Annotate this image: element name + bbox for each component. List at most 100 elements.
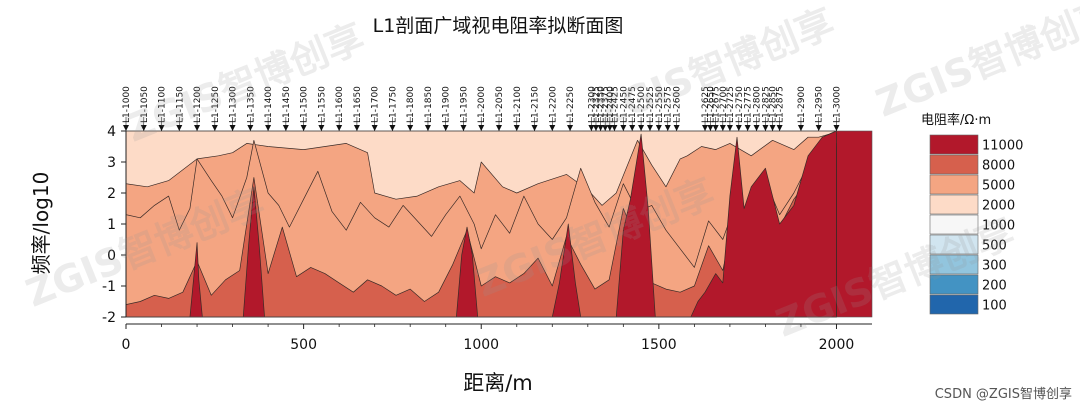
station-triangle-icon <box>300 125 307 131</box>
watermark-text: ZGIS智博创享 <box>120 15 370 150</box>
y-tick-label: 2 <box>107 186 116 202</box>
station-triangle-icon <box>588 125 595 131</box>
legend-swatch <box>929 194 979 215</box>
station-label: L1-2425 <box>610 86 620 123</box>
station-triangle-icon <box>567 125 574 131</box>
station-label: L1-2850 <box>769 86 779 123</box>
station-marker: L1-2625 <box>701 86 711 131</box>
plot-area <box>125 130 873 318</box>
x-axis: 0 500 1000 1500 2000 <box>122 323 872 353</box>
station-marker: L1-2550 <box>655 86 665 131</box>
station-marker: L1-1300 <box>229 86 239 131</box>
station-label: L1-1750 <box>388 86 398 123</box>
legend-label: 8000 <box>982 159 1015 174</box>
station-triangle-icon <box>629 125 636 131</box>
x-tick-label: 500 <box>290 337 317 353</box>
station-marker: L1-2450 <box>619 86 629 131</box>
band-tail-11000 <box>836 131 872 317</box>
legend-swatch <box>929 154 979 175</box>
station-marker: L1-2900 <box>797 86 807 131</box>
station-marker: L1-1850 <box>424 86 434 131</box>
station-triangle-icon <box>247 125 254 131</box>
y-tick-label: 4 <box>107 124 116 140</box>
station-marker: L1-2500 <box>637 86 647 131</box>
station-marker: L1-1250 <box>211 86 221 131</box>
station-triangle-icon <box>735 125 742 131</box>
station-label: L1-2450 <box>619 86 629 123</box>
station-marker: L1-2425 <box>610 86 620 131</box>
station-triangle-icon <box>707 125 714 131</box>
station-label: L1-2675 <box>712 86 722 123</box>
station-label: L1-1600 <box>335 86 345 123</box>
y-axis-label: 频率/log10 <box>29 172 53 275</box>
station-marker: L1-1800 <box>406 86 416 131</box>
y-tick-label: -1 <box>102 279 116 295</box>
station-marker: L1-1650 <box>353 86 363 131</box>
station-marker: L1-1450 <box>282 86 292 131</box>
station-triangle-icon <box>744 125 751 131</box>
station-marker: L1-2250 <box>566 86 576 131</box>
watermark-text: ZGIS智博创享 <box>870 0 1080 126</box>
station-marker: L1-2825 <box>761 86 771 131</box>
station-label: L1-3000 <box>832 86 842 123</box>
legend-swatch <box>929 174 979 195</box>
station-triangle-icon <box>318 125 325 131</box>
y-tick-label: -2 <box>102 310 116 326</box>
credit-text: CSDN @ZGIS智博创享 <box>935 386 1072 402</box>
station-marker: L1-2600 <box>673 86 683 131</box>
legend-swatch <box>929 274 979 295</box>
station-triangle-icon <box>602 125 609 131</box>
station-label: L1-1300 <box>229 86 239 123</box>
station-marker: L1-2350 <box>597 86 607 131</box>
station-triangle-icon <box>592 125 599 131</box>
legend-swatch <box>929 134 979 155</box>
station-triangle-icon <box>638 125 645 131</box>
station-label: L1-1150 <box>175 86 185 123</box>
station-marker: L1-1350 <box>246 86 256 131</box>
station-label: L1-2725 <box>726 86 736 123</box>
station-triangle-icon <box>531 125 538 131</box>
station-triangle-icon <box>719 125 726 131</box>
station-label: L1-1200 <box>193 86 203 123</box>
station-triangle-icon <box>478 125 485 131</box>
station-label: L1-1650 <box>353 86 363 123</box>
station-label: L1-2950 <box>815 86 825 123</box>
station-triangle-icon <box>353 125 360 131</box>
legend-label: 100 <box>982 299 1007 314</box>
station-triangle-icon <box>655 125 662 131</box>
station-triangle-icon <box>702 125 709 131</box>
station-triangle-icon <box>158 125 165 131</box>
resistivity-band-11000 <box>125 130 837 318</box>
station-label: L1-2575 <box>664 86 674 123</box>
station-triangle-icon <box>211 125 218 131</box>
chart-title: L1剖面广域视电阻率拟断面图 <box>373 15 624 37</box>
station-triangle-icon <box>176 125 183 131</box>
station-triangle-icon <box>282 125 289 131</box>
station-label: L1-1400 <box>264 86 274 123</box>
station-triangle-icon <box>673 125 680 131</box>
station-triangle-icon <box>496 125 502 131</box>
station-marker: L1-2775 <box>744 86 754 131</box>
station-triangle-icon <box>833 125 840 131</box>
station-marker: L1-2475 <box>628 86 638 131</box>
station-triangle-icon <box>815 125 822 131</box>
station-triangle-icon <box>606 125 613 131</box>
station-label: L1-2500 <box>637 86 647 123</box>
station-marker: L1-2300 <box>587 86 597 131</box>
legend-label: 2000 <box>982 199 1015 214</box>
station-triangle-icon <box>229 125 236 131</box>
station-label: L1-2100 <box>513 86 523 123</box>
station-label: L1-2200 <box>548 86 558 123</box>
station-label: L1-2900 <box>797 86 807 123</box>
station-label: L1-1100 <box>158 86 168 123</box>
legend-label: 11000 <box>982 139 1023 154</box>
station-label: L1-1950 <box>459 86 469 123</box>
station-label: L1-2000 <box>477 86 487 123</box>
station-marker: L1-2325 <box>592 86 602 131</box>
station-triangle-icon <box>597 125 604 131</box>
station-marker: L1-2650 <box>706 86 716 131</box>
station-triangle-icon <box>726 125 733 131</box>
station-marker: L1-1600 <box>335 86 345 131</box>
station-label: L1-1850 <box>424 86 434 123</box>
